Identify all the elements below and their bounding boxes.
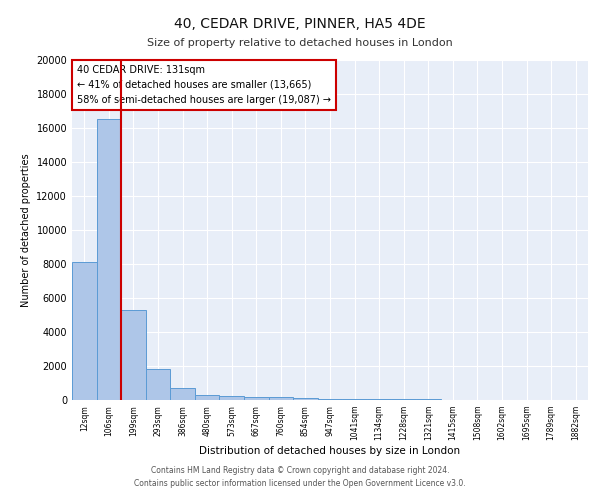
Bar (342, 399, 367, 400)
Bar (318, 398, 342, 400)
Bar (146, 368, 170, 400)
Text: 40 CEDAR DRIVE: 131sqm
← 41% of detached houses are smaller (13,665)
58% of semi: 40 CEDAR DRIVE: 131sqm ← 41% of detached… (77, 65, 331, 104)
Bar (170, 388, 195, 400)
Bar (195, 395, 220, 400)
Bar (121, 310, 146, 400)
Bar (220, 396, 244, 400)
Text: Contains HM Land Registry data © Crown copyright and database right 2024.
Contai: Contains HM Land Registry data © Crown c… (134, 466, 466, 487)
Y-axis label: Number of detached properties: Number of detached properties (21, 153, 31, 307)
Text: 40, CEDAR DRIVE, PINNER, HA5 4DE: 40, CEDAR DRIVE, PINNER, HA5 4DE (174, 18, 426, 32)
Bar (97, 120, 121, 400)
Bar (293, 398, 318, 400)
Bar (244, 396, 269, 400)
Text: Size of property relative to detached houses in London: Size of property relative to detached ho… (147, 38, 453, 48)
Bar (269, 397, 293, 400)
X-axis label: Distribution of detached houses by size in London: Distribution of detached houses by size … (199, 446, 461, 456)
Bar (367, 399, 391, 400)
Bar (72, 262, 97, 400)
